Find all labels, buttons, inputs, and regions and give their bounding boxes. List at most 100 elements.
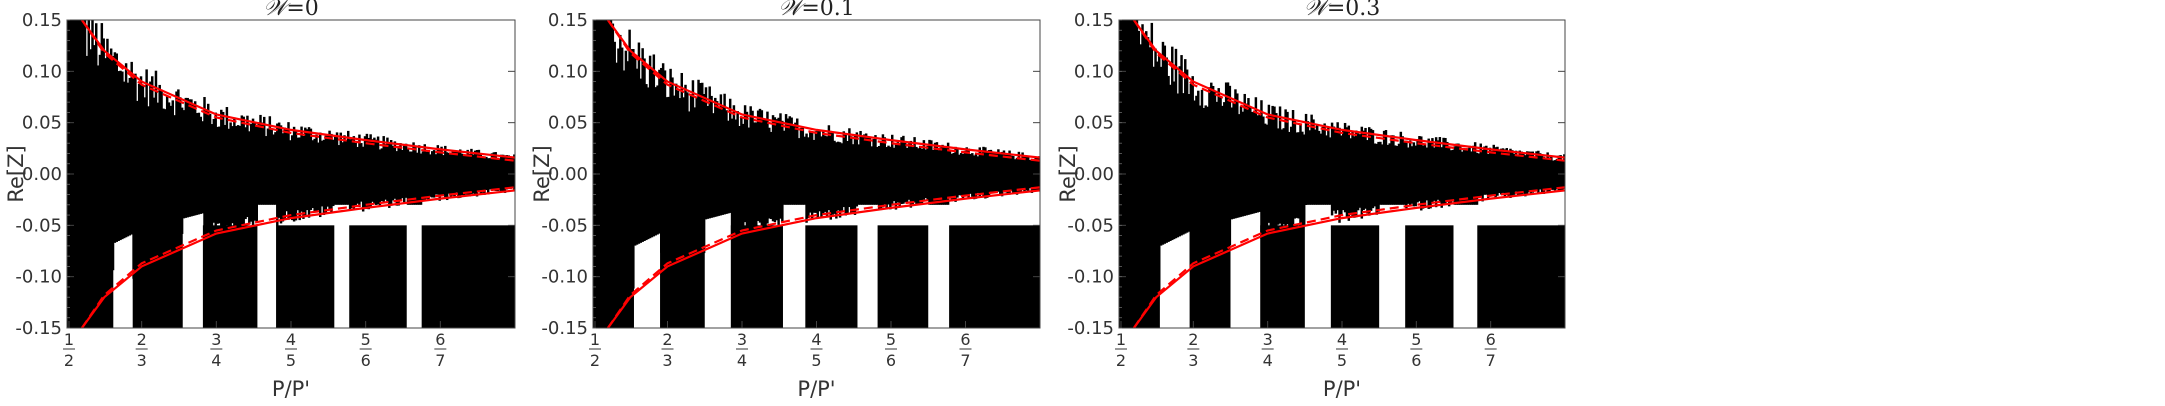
density-column xyxy=(775,119,778,221)
density-column xyxy=(810,132,814,220)
density-column xyxy=(1172,81,1176,240)
density-column xyxy=(403,144,406,203)
density-column xyxy=(457,151,460,199)
density-column xyxy=(266,128,270,205)
density-column xyxy=(1455,143,1458,205)
density-column xyxy=(1475,152,1479,205)
density-column xyxy=(1425,147,1429,201)
density-column xyxy=(864,133,868,205)
density-column xyxy=(769,131,773,220)
density-column xyxy=(210,124,214,240)
density-column xyxy=(1154,48,1157,282)
density-column xyxy=(1204,105,1207,254)
density-column xyxy=(956,147,959,198)
density-column xyxy=(1429,142,1432,209)
density-column xyxy=(1511,150,1514,197)
density-column xyxy=(1460,151,1464,205)
density-column xyxy=(438,149,441,201)
density-column xyxy=(487,158,490,195)
density-column xyxy=(1356,133,1360,211)
lower-solid-bound xyxy=(81,189,515,328)
density-column xyxy=(496,158,499,192)
density-column xyxy=(1282,128,1285,225)
density-column xyxy=(799,127,803,205)
density-column xyxy=(1198,105,1202,271)
density-column xyxy=(391,145,395,201)
density-column xyxy=(1340,135,1343,216)
density-column xyxy=(708,86,711,219)
density-column xyxy=(1178,66,1181,237)
density-column xyxy=(1347,125,1351,221)
x-tick-numerator: 2 xyxy=(662,330,672,349)
lower-solid-bound xyxy=(1133,189,1565,328)
density-column xyxy=(622,70,626,311)
density-column xyxy=(220,109,223,234)
density-column xyxy=(1529,151,1533,195)
density-column xyxy=(445,152,449,201)
density-column xyxy=(1559,155,1562,192)
density-column xyxy=(1223,102,1226,252)
density-column xyxy=(727,120,730,214)
x-tick-denominator: 5 xyxy=(811,351,821,370)
x-tick-denominator: 2 xyxy=(590,351,600,370)
density-column xyxy=(173,115,176,244)
y-tick-label: -0.15 xyxy=(1067,318,1114,339)
density-column xyxy=(648,55,652,239)
density-column xyxy=(883,137,887,205)
density-column xyxy=(1355,130,1358,218)
density-column xyxy=(1418,136,1421,202)
density-column xyxy=(807,137,810,218)
density-column xyxy=(777,117,780,225)
density-column xyxy=(870,146,873,205)
density-column xyxy=(162,108,165,264)
density-column xyxy=(706,106,710,219)
density-column xyxy=(1245,103,1248,216)
upper-solid-bound xyxy=(607,20,1040,159)
density-column xyxy=(1544,159,1548,191)
density-column xyxy=(291,135,294,221)
density-column xyxy=(345,139,348,205)
density-column xyxy=(749,106,752,234)
density-column xyxy=(365,133,369,210)
density-column xyxy=(1420,136,1423,211)
density-column xyxy=(1336,122,1339,211)
density-column xyxy=(393,141,397,199)
upper-dashed-bound xyxy=(80,20,515,162)
density-column xyxy=(1028,159,1032,189)
density-column xyxy=(279,125,283,224)
density-column xyxy=(145,69,148,263)
density-column xyxy=(1249,106,1252,215)
density-column xyxy=(216,126,219,224)
density-column xyxy=(242,116,245,229)
density-column xyxy=(1291,110,1295,230)
density-column xyxy=(371,139,374,202)
density-column xyxy=(1304,113,1308,205)
density-column xyxy=(302,135,305,219)
density-column xyxy=(464,154,468,195)
density-column xyxy=(889,146,892,210)
density-column xyxy=(1317,130,1321,205)
density-column xyxy=(1278,106,1282,224)
density-column xyxy=(1008,150,1011,195)
density-column xyxy=(507,155,510,189)
density-column xyxy=(1360,126,1364,219)
density-column xyxy=(723,93,726,215)
density-column xyxy=(907,143,911,200)
density-column xyxy=(1390,135,1393,205)
density-column xyxy=(835,142,838,219)
title-value: =0.1 xyxy=(801,0,854,21)
density-column xyxy=(322,139,326,216)
density-column xyxy=(822,129,825,215)
density-column xyxy=(809,131,812,213)
density-column xyxy=(1211,85,1215,244)
density-column xyxy=(902,135,905,204)
density-column xyxy=(339,132,342,205)
density-column xyxy=(712,113,715,218)
density-column xyxy=(1295,132,1298,218)
density-column xyxy=(335,132,339,205)
density-column xyxy=(485,156,488,191)
density-column xyxy=(511,158,514,188)
density-column xyxy=(285,128,288,212)
density-column xyxy=(801,127,805,205)
x-tick-numerator: 1 xyxy=(64,330,74,349)
